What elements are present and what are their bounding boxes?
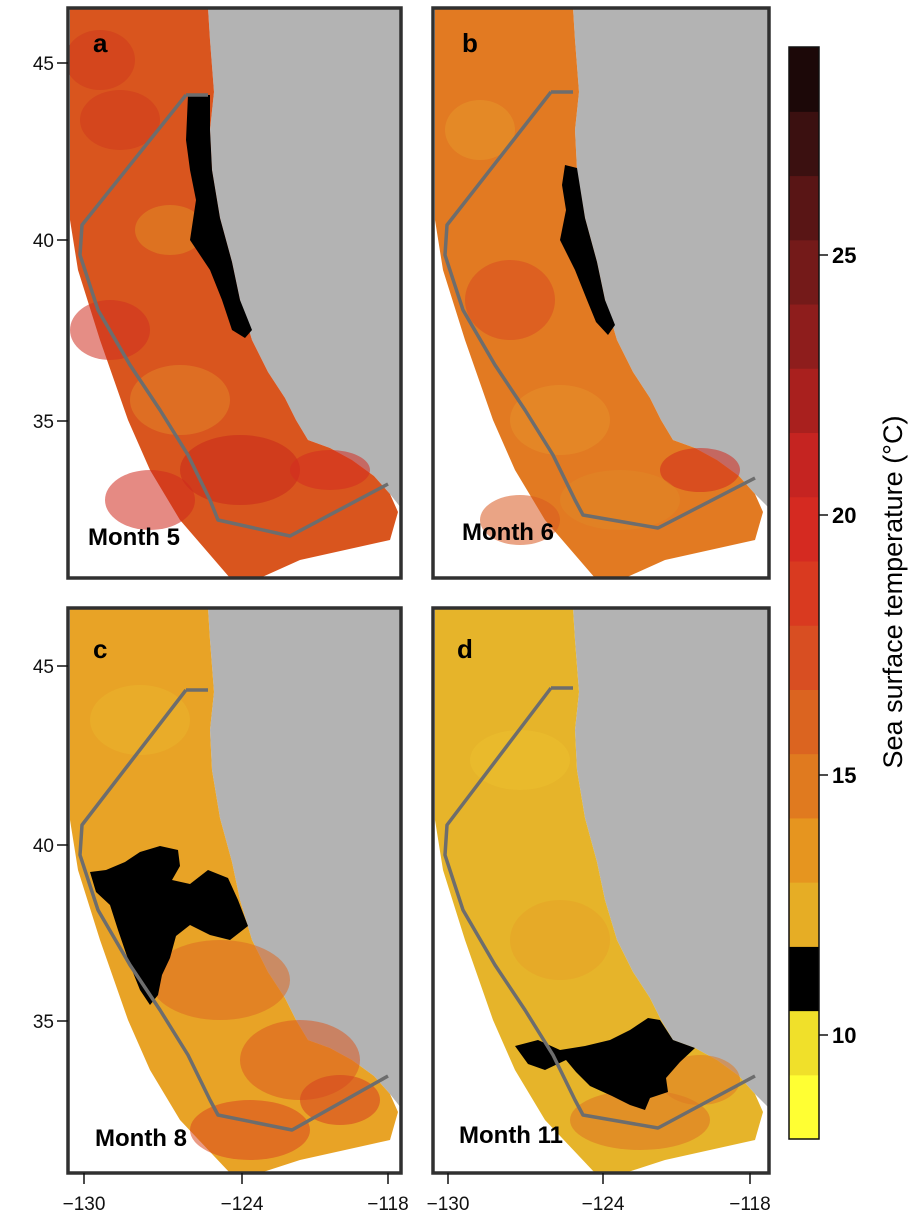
management-boundary: [78, 688, 389, 1132]
lat-tick-label: 35: [33, 1012, 54, 1033]
sst-patch: [465, 260, 555, 340]
lat-tick-label: 40: [33, 231, 54, 252]
panel-letter: d: [457, 634, 473, 664]
map-panel-d: d Month 11: [431, 606, 771, 1175]
sst-patch: [445, 100, 515, 160]
colorbar: 25 20 15 10 Sea surface temperature (°C): [788, 46, 908, 1140]
lon-tick-label: −124: [582, 1194, 625, 1215]
sst-patch: [660, 448, 740, 492]
lon-tick-label: −118: [367, 1194, 408, 1215]
colorbar-band: [789, 817, 819, 883]
sst-patch: [470, 730, 570, 790]
colorbar-band: [789, 946, 819, 1012]
colorbar-tick-label: 20: [832, 503, 856, 528]
management-boundary: [443, 686, 756, 1130]
map-panel-a: a Month 5: [66, 6, 403, 580]
panel-letter: a: [93, 28, 108, 58]
lon-tick-label: −130: [427, 1194, 470, 1215]
colorbar-frame: [788, 46, 820, 1140]
colorbar-band: [789, 689, 819, 755]
month-label: Month 8: [95, 1125, 187, 1152]
sst-patch: [130, 365, 230, 435]
sst-patch: [135, 205, 205, 255]
management-boundary: [78, 93, 389, 538]
cold-upwelling-zone: [90, 846, 248, 1005]
sst-patch: [80, 90, 160, 150]
colorbar-band: [789, 625, 819, 690]
colorbar-tick-label: 25: [832, 243, 856, 268]
colorbar-band: [789, 175, 819, 241]
lat-tick-label: 45: [33, 657, 54, 678]
colorbar-band: [789, 239, 819, 305]
panel-letter: b: [462, 28, 478, 58]
sst-patch: [660, 1055, 740, 1105]
lon-tick-label: −130: [63, 1194, 106, 1215]
panel-frame: [66, 6, 403, 580]
colorbar-ticks: 25 20 15 10: [819, 243, 856, 1048]
sst-patch: [570, 1090, 710, 1150]
sst-patch: [510, 385, 610, 455]
sst-variability-patches: [68, 30, 370, 530]
lat-tick-label: 35: [33, 412, 54, 433]
sst-patch: [90, 685, 190, 755]
sst-patch: [510, 900, 610, 980]
colorbar-title: Sea surface temperature (°C): [878, 416, 908, 769]
colorbar-band: [789, 753, 819, 819]
sst-patch: [180, 435, 300, 505]
cold-upwelling-zone: [186, 95, 252, 338]
colorbar-band: [789, 560, 819, 626]
month-label: Month 5: [88, 524, 180, 551]
land-mass: [208, 8, 401, 508]
map-panel-b: b Month 6: [431, 6, 771, 580]
month-label: Month 6: [462, 519, 554, 546]
sst-patch: [480, 495, 560, 545]
colorbar-band: [789, 1074, 819, 1140]
latitude-axis-top: 45 40 35: [33, 54, 68, 433]
panel-frame: [431, 606, 771, 1175]
land-mass: [208, 608, 401, 1108]
latitude-axis-bottom: 45 40 35: [33, 657, 68, 1033]
sst-patch: [150, 940, 290, 1020]
colorbar-band: [789, 1010, 819, 1076]
sst-patch: [290, 450, 370, 490]
map-panel-c: c Month 8: [66, 606, 403, 1175]
lon-tick-label: −118: [729, 1194, 770, 1215]
sst-patch: [105, 470, 195, 530]
colorbar-band: [789, 496, 819, 562]
month-label: Month 11: [459, 1122, 563, 1149]
panel-frame: [431, 6, 771, 580]
longitude-axis-right: −130 −124 −118: [427, 1173, 771, 1215]
colorbar-tick-label: 10: [832, 1023, 856, 1048]
panel-letter: c: [93, 634, 107, 664]
longitude-axis-left: −130 −124 −118: [63, 1173, 409, 1215]
cold-upwelling-zone: [515, 1018, 695, 1110]
land-mass: [573, 8, 769, 508]
colorbar-band: [789, 111, 819, 177]
land-mass: [573, 608, 769, 1108]
sst-patch: [68, 30, 135, 90]
colorbar-band: [789, 432, 819, 498]
lat-tick-label: 45: [33, 54, 54, 75]
colorbar-band: [789, 303, 819, 369]
colorbar-band: [789, 47, 819, 112]
cold-upwelling-zone: [560, 165, 615, 335]
lat-tick-label: 40: [33, 836, 54, 857]
sst-variability-patches: [470, 730, 740, 1150]
colorbar-band: [789, 368, 819, 434]
colorbar-bands: [789, 47, 819, 1140]
panel-frame: [66, 606, 403, 1175]
management-boundary: [443, 90, 756, 530]
lon-tick-label: −124: [221, 1194, 264, 1215]
sst-variability-patches: [445, 100, 740, 545]
colorbar-tick-label: 15: [832, 763, 856, 788]
colorbar-band: [789, 882, 819, 947]
